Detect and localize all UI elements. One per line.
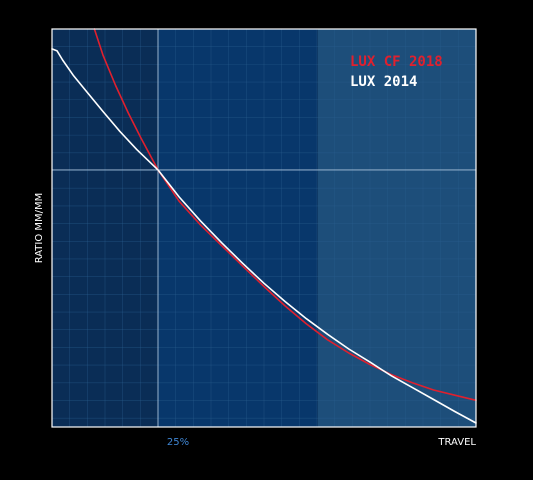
legend-label-lux-cf-2018: LUX CF 2018 (350, 54, 443, 70)
series-line-lux-cf-2018 (93, 28, 477, 402)
plot-frame (51, 28, 477, 428)
legend-label-lux-2014: LUX 2014 (350, 74, 417, 90)
x-axis-label: TRAVEL (437, 437, 476, 448)
plot-zone-2 (158, 29, 318, 427)
series-line-lux-2014 (51, 48, 477, 424)
plot-zone-3 (317, 29, 476, 427)
series-layer (51, 28, 477, 424)
grid-lines (52, 29, 476, 427)
y-axis-label: RATIO MM/MM (34, 193, 45, 264)
x-tick-label-25: 25% (167, 437, 189, 448)
